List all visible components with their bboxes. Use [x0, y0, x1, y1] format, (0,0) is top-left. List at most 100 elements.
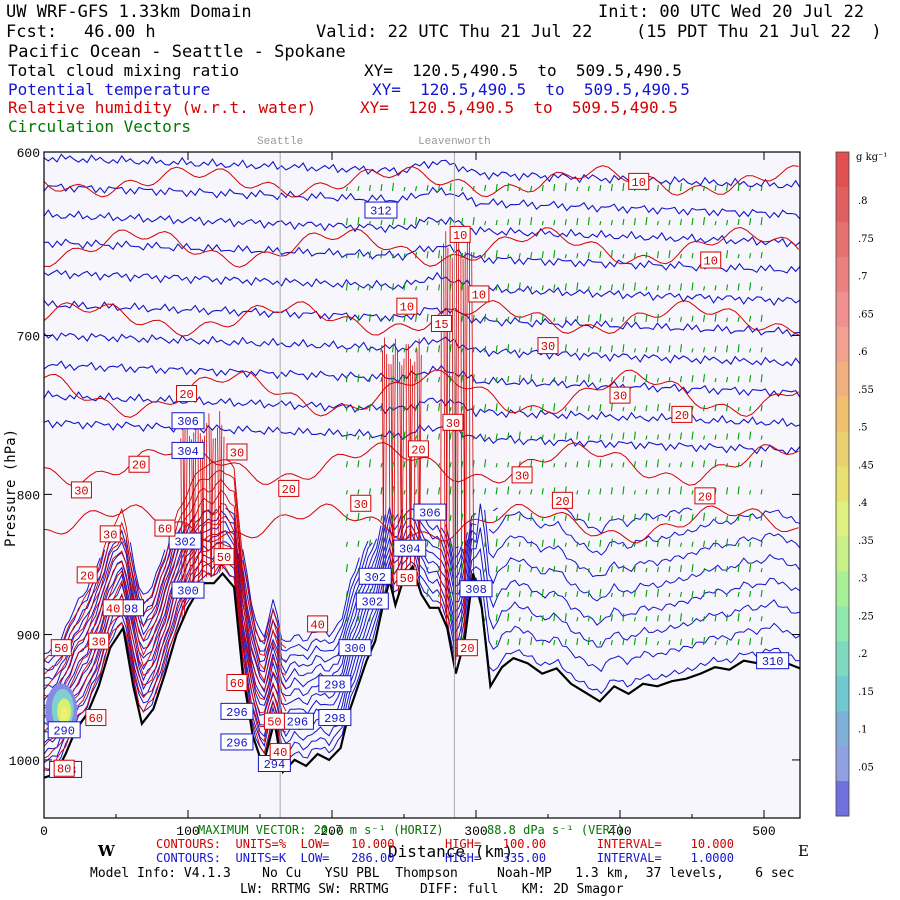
rh-label: 30 — [103, 528, 117, 542]
circulation-vector — [426, 313, 429, 322]
circulation-vector — [702, 405, 706, 412]
rh-label: 30 — [230, 446, 244, 460]
circulation-vector — [610, 639, 613, 646]
circulation-vector — [530, 374, 533, 383]
rh-label: 50 — [54, 642, 68, 656]
rh-contour — [202, 435, 205, 578]
circulation-vector — [380, 463, 383, 468]
circulation-vector — [622, 376, 625, 383]
circulation-vector — [518, 513, 521, 521]
circulation-vector — [576, 315, 579, 322]
circulation-vector — [449, 542, 452, 547]
circulation-vector — [610, 284, 613, 291]
circulation-vector — [391, 565, 395, 573]
circulation-vector — [403, 375, 406, 383]
circulation-vector — [368, 313, 371, 322]
circulation-vector — [564, 316, 567, 322]
circulation-vector — [507, 376, 510, 383]
circulation-vector — [702, 567, 706, 573]
circulation-vector — [564, 542, 567, 547]
circulation-vector — [530, 185, 533, 192]
circulation-vector — [633, 564, 636, 573]
colorbar-segment — [836, 431, 849, 468]
colorbar-segment — [836, 361, 849, 398]
circulation-vector — [495, 377, 498, 383]
circulation-vector — [449, 613, 452, 622]
circulation-vector — [714, 459, 717, 468]
circulation-vector — [633, 218, 636, 226]
circulation-vector — [737, 613, 740, 622]
circulation-vector — [541, 313, 544, 322]
colorbar-segment — [836, 781, 849, 817]
circulation-vector — [749, 461, 752, 468]
rh-label: 30 — [446, 417, 460, 431]
circulation-vector — [507, 254, 510, 259]
rh-label: 50 — [217, 551, 231, 565]
circulation-vector — [587, 252, 590, 259]
circulation-vector — [345, 282, 348, 291]
colorbar-frame — [835, 151, 850, 817]
circulation-vector — [345, 564, 348, 573]
circulation-vector — [702, 637, 706, 646]
circulation-vector — [610, 487, 613, 495]
circulation-vector — [345, 617, 348, 622]
circulation-vector — [357, 374, 360, 383]
theta-label-box — [338, 639, 372, 657]
local-time: (15 PDT Thu 21 Jul 22 ) — [636, 22, 882, 42]
circulation-vector — [368, 184, 371, 192]
circulation-vector — [714, 285, 717, 291]
circulation-vector — [507, 344, 510, 353]
circulation-vector — [553, 433, 556, 440]
field-cloud-xy: XY= 120.5,490.5 to 509.5,490.5 — [364, 61, 682, 80]
plot-area — [44, 152, 800, 818]
circulation-vector — [484, 377, 487, 383]
circulation-vector — [541, 539, 544, 547]
theta-label-box — [459, 580, 493, 598]
circulation-vector — [599, 488, 602, 495]
circulation-vector — [391, 344, 395, 353]
circulation-vector — [760, 252, 763, 259]
circulation-vector — [518, 564, 521, 573]
colorbar-segment — [836, 396, 849, 433]
colorbar-label: .2 — [858, 649, 868, 660]
circulation-vector — [622, 591, 625, 598]
circulation-vector — [530, 286, 533, 291]
circulation-vector — [426, 346, 429, 353]
circulation-vector — [679, 316, 683, 322]
circulation-vector — [656, 488, 659, 495]
rh-label-box — [551, 491, 573, 509]
theta-label-box — [171, 412, 205, 430]
circulation-vector — [449, 486, 452, 495]
circulation-vector — [391, 283, 395, 291]
circulation-vector — [714, 539, 717, 547]
circulation-vector — [737, 591, 740, 598]
theta-label: 304 — [399, 543, 421, 557]
circulation-vector — [633, 637, 636, 646]
field-theta-name: Potential temperature — [8, 80, 211, 99]
circulation-vector — [391, 432, 395, 440]
rh-contour — [456, 242, 460, 657]
circulation-vector — [530, 589, 533, 598]
circulation-vector — [426, 404, 429, 412]
circulation-vector — [679, 613, 683, 622]
circulation-vector — [587, 405, 590, 412]
y-tick-label: 1000 — [9, 754, 40, 769]
circulation-vector — [461, 186, 464, 192]
circulation-vector — [633, 490, 636, 495]
rh-label-box — [102, 599, 124, 617]
theta-label-box — [355, 592, 389, 610]
circulation-vector — [576, 406, 579, 412]
theta-label: 300 — [344, 642, 366, 656]
circulation-vector — [438, 463, 441, 468]
circulation-vector — [737, 638, 740, 646]
colorbar-segment — [836, 221, 849, 258]
x-axis-title: Distance (km) — [388, 842, 514, 861]
circulation-vector — [610, 183, 613, 192]
circulation-vector — [438, 403, 441, 412]
circulation-vector — [714, 588, 717, 597]
rh-label: 20 — [132, 459, 146, 473]
circulation-vector — [461, 490, 464, 495]
rh-label-box — [70, 481, 92, 499]
circulation-vector — [737, 432, 740, 440]
rh-label-box — [609, 386, 631, 404]
